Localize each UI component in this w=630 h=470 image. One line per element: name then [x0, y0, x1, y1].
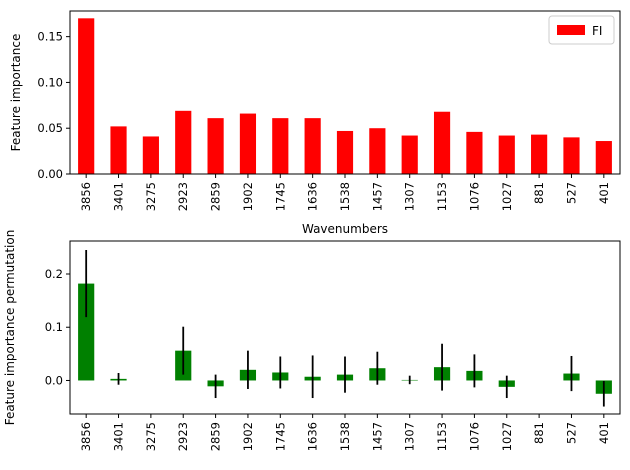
y-tick-label: 0.00 — [37, 167, 63, 181]
x-tick-label: 1027 — [500, 422, 514, 451]
bar-2859 — [207, 118, 224, 174]
bar-1307 — [401, 135, 418, 174]
y-tick-label: 0.15 — [37, 30, 63, 44]
x-tick-label: 3275 — [144, 182, 158, 211]
x-tick-label: 3856 — [79, 422, 93, 451]
x-axis-ticks: 3856 3401 3275 2923 2859 1902 1745 1636 1538 1457… — [79, 174, 611, 211]
y-tick-label: 0.1 — [45, 320, 63, 334]
x-tick-label: 2923 — [176, 182, 190, 211]
x-tick-label: 3401 — [112, 422, 126, 451]
legend-swatch-fi — [557, 25, 585, 35]
x-tick-label: 3401 — [112, 182, 126, 211]
y-axis-ticks: 0.00 0.05 0.10 0.15 — [37, 30, 70, 181]
y-axis-ticks: 0.0 0.1 0.2 — [45, 267, 70, 387]
x-tick-label: 2923 — [176, 422, 190, 451]
bar-1076 — [466, 131, 483, 174]
bar-1538 — [336, 130, 354, 174]
feature-importance-chart: 0.00 0.05 0.10 0.15 3856 3401 3275 2923 2859 190… — [9, 10, 621, 236]
bar-1153 — [433, 111, 451, 174]
feature-importance-permutation-chart: 0.0 0.1 0.2 3856 3401 3275 2923 2859 1902 1745 16… — [3, 230, 621, 451]
bar-401 — [595, 141, 612, 174]
y-tick-label: 0.10 — [37, 75, 63, 89]
x-tick-label: 1457 — [370, 422, 384, 451]
legend-label-fi: FI — [592, 24, 602, 38]
x-tick-label: 1538 — [338, 422, 352, 451]
x-tick-label: 1457 — [370, 182, 384, 211]
x-tick-label: 1636 — [306, 422, 320, 451]
error-bars — [85, 250, 605, 407]
x-tick-label: 1153 — [435, 422, 449, 451]
x-tick-label: 527 — [564, 422, 578, 444]
x-tick-label: 1307 — [403, 182, 417, 211]
x-tick-label: 1538 — [338, 182, 352, 211]
x-tick-label: 3856 — [79, 182, 93, 211]
x-tick-label: 1153 — [435, 182, 449, 211]
x-tick-label: 1902 — [241, 182, 255, 211]
bar-2923 — [175, 110, 192, 174]
x-tick-label: 2859 — [209, 182, 223, 211]
x-tick-label: 401 — [597, 422, 611, 444]
y-axis-label: Feature importance — [9, 34, 23, 152]
x-tick-label: 881 — [532, 182, 546, 204]
x-tick-label: 1745 — [273, 182, 287, 211]
x-tick-label: 1027 — [500, 182, 514, 211]
x-axis-label: Wavenumbers — [302, 222, 388, 236]
y-axis-label: Feature importance permutation — [3, 230, 17, 426]
x-tick-label: 1636 — [306, 182, 320, 211]
bar-1902 — [239, 113, 257, 174]
x-tick-label: 1902 — [241, 422, 255, 451]
y-tick-label: 0.0 — [45, 373, 63, 387]
bar-1745 — [272, 118, 289, 174]
legend: FI — [548, 15, 615, 45]
bar-881 — [531, 134, 548, 174]
x-tick-label: 881 — [532, 422, 546, 444]
bar-3856 — [78, 18, 95, 175]
x-tick-label: 527 — [564, 182, 578, 204]
x-tick-label: 1307 — [403, 422, 417, 451]
bars — [78, 18, 612, 175]
bar-3856 — [78, 283, 95, 381]
x-tick-label: 1076 — [467, 182, 481, 211]
plot-frame — [69, 10, 621, 175]
bar-3401 — [110, 126, 127, 174]
y-tick-label: 0.05 — [37, 121, 63, 135]
bar-3275 — [142, 136, 159, 174]
bar-527 — [563, 137, 580, 174]
x-tick-label: 1745 — [273, 422, 287, 451]
x-axis-ticks: 3856 3401 3275 2923 2859 1902 1745 1636 1538 1457… — [79, 414, 611, 451]
bar-1027 — [498, 135, 515, 174]
x-tick-label: 2859 — [209, 422, 223, 451]
y-tick-label: 0.2 — [45, 267, 63, 281]
x-tick-label: 401 — [597, 182, 611, 204]
bar-1457 — [369, 128, 386, 174]
x-tick-label: 1076 — [467, 422, 481, 451]
x-tick-label: 3275 — [144, 422, 158, 451]
bar-1636 — [304, 118, 321, 174]
plot-frame — [69, 240, 621, 415]
